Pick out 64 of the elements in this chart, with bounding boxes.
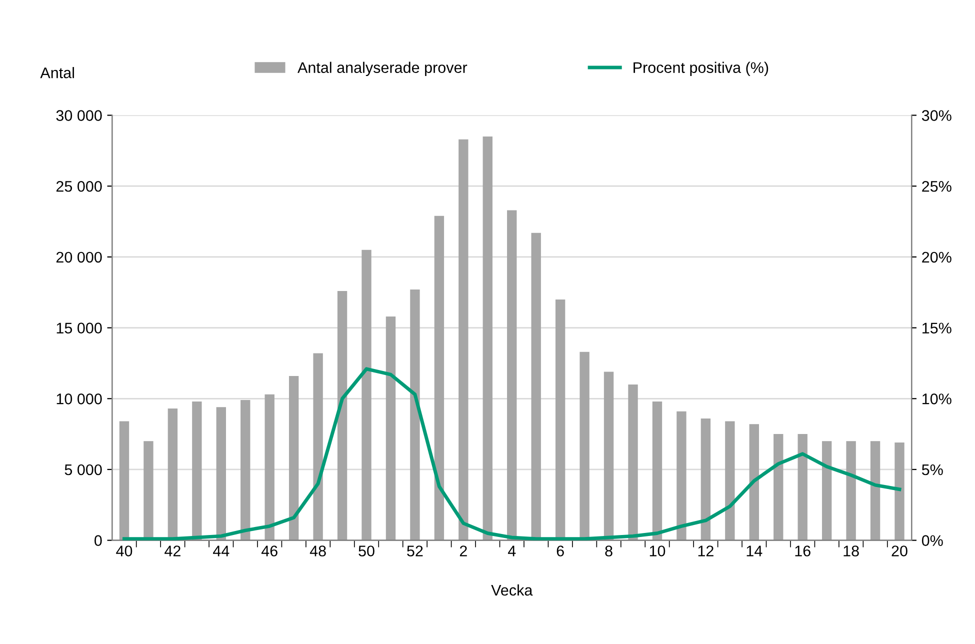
y2-tick-label: 10% [922, 394, 952, 404]
x-tick-label: 10 [650, 546, 666, 556]
y-tick-label: 20 000 [56, 252, 102, 263]
x-axis-title: Vecka [491, 584, 533, 596]
bar [870, 441, 880, 540]
bar [700, 418, 711, 540]
bar [434, 216, 444, 540]
x-tick-label: 50 [358, 546, 374, 556]
y2-tick-label: 25% [922, 180, 952, 192]
x-tick-label: 6 [556, 546, 564, 556]
bar [749, 424, 759, 540]
bar [288, 376, 299, 540]
bar [216, 407, 226, 540]
x-tick-label: 18 [844, 546, 859, 556]
bar [604, 372, 614, 540]
x-tick-label: 48 [310, 546, 326, 556]
bar [822, 441, 832, 540]
bar [628, 384, 638, 540]
bar [362, 250, 372, 540]
legend-label: Antal analyserade prover [298, 62, 468, 76]
x-tick-label: 16 [795, 546, 810, 556]
y-tick-label: 15 000 [56, 322, 102, 334]
bar [482, 136, 492, 540]
x-tick-label: 14 [746, 546, 762, 556]
bar [386, 316, 396, 540]
legend-label: Procent positiva (%) [634, 62, 768, 76]
bar [240, 400, 250, 540]
bar [894, 442, 904, 540]
bar [337, 290, 348, 540]
bar [652, 401, 662, 540]
bar [192, 401, 202, 540]
bar [507, 210, 517, 540]
bar [119, 421, 130, 540]
y-tick-label: 5 000 [64, 464, 102, 476]
y-tick-label: 10 000 [56, 394, 102, 404]
bar [458, 139, 468, 540]
line-series [122, 367, 902, 540]
bar [774, 434, 784, 540]
bar [313, 353, 323, 540]
x-tick-label: 46 [261, 546, 278, 556]
bar [725, 421, 735, 540]
y-tick-label: 30 000 [56, 110, 102, 121]
x-tick-label: 42 [164, 546, 180, 556]
bar [676, 411, 686, 540]
bar [846, 441, 856, 540]
y2-tick-label: 0% [922, 535, 943, 546]
x-tick-label: 44 [213, 546, 230, 556]
y-tick-label: 25 000 [56, 180, 102, 192]
x-tick-label: 40 [116, 546, 132, 556]
x-tick-label: 8 [605, 546, 612, 556]
x-tick-label: 52 [407, 546, 423, 556]
x-tick-label: 2 [460, 546, 467, 556]
bar [410, 290, 420, 540]
y-tick-label: 0 [94, 535, 102, 546]
y2-tick-label: 20% [922, 252, 952, 263]
x-tick-label: 4 [508, 546, 516, 556]
y-axis-title: Antal [40, 67, 74, 78]
bar [264, 394, 274, 540]
x-tick-label: 12 [698, 546, 714, 556]
y2-tick-label: 15% [922, 322, 952, 334]
x-tick-label: 20 [892, 546, 908, 556]
y2-tick-label: 30% [922, 110, 952, 121]
bar [798, 434, 808, 540]
y2-tick-label: 5% [922, 464, 943, 476]
